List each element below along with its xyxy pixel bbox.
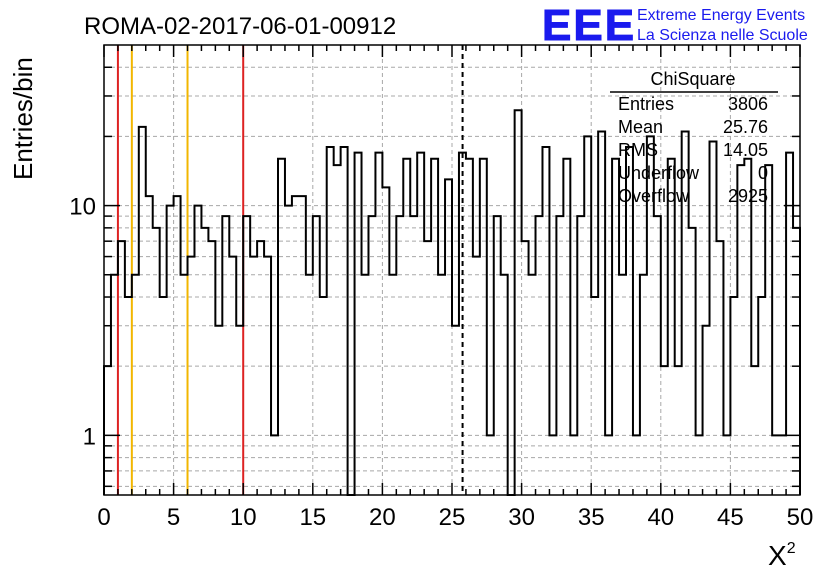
- stats-label-rms: RMS: [618, 140, 658, 160]
- x-tick-label: 40: [647, 504, 674, 531]
- run-title: ROMA-02-2017-06-01-00912: [84, 13, 396, 40]
- grid-lines: [104, 45, 800, 495]
- x-tick-label: 35: [578, 504, 605, 531]
- stats-label-entries: Entries: [618, 94, 674, 114]
- x-axis-label-superscript: 2: [787, 540, 796, 557]
- y-tick-label: 10: [69, 194, 96, 221]
- stats-value-underflow: 0: [758, 163, 768, 183]
- stats-label-mean: Mean: [618, 117, 663, 137]
- x-tick-label: 20: [369, 504, 396, 531]
- x-axis-label: X2: [768, 540, 796, 571]
- eee-logo: EEE: [542, 1, 636, 50]
- x-tick-label: 25: [439, 504, 466, 531]
- reference-lines: [116, 45, 464, 495]
- axis-tick-labels: 0 5 10 15 20 25 30 35 40 45 50 1 10: [69, 194, 813, 531]
- x-tick-label: 5: [167, 504, 180, 531]
- stats-value-overflow: 2925: [728, 186, 768, 206]
- x-axis-label-base: X: [768, 540, 787, 571]
- histogram-outline: [103, 109, 801, 496]
- stats-value-rms: 14.05: [723, 140, 768, 160]
- x-tick-label: 10: [230, 504, 257, 531]
- statistics-box: ChiSquare Entries 3806 Mean 25.76 RMS 14…: [610, 69, 778, 206]
- stats-title: ChiSquare: [650, 69, 735, 89]
- stats-value-entries: 3806: [728, 94, 768, 114]
- x-tick-label: 50: [787, 504, 814, 531]
- axis-ticks: [103, 45, 801, 495]
- y-tick-label: 1: [83, 423, 96, 450]
- x-tick-label: 45: [717, 504, 744, 531]
- brand-line-1: Extreme Energy Events: [637, 7, 805, 24]
- stats-label-underflow: Underflow: [618, 163, 700, 183]
- brand-line-2: La Scienza nelle Scuole: [637, 27, 808, 44]
- stats-value-mean: 25.76: [723, 117, 768, 137]
- x-tick-label: 0: [97, 504, 110, 531]
- x-tick-label: 30: [508, 504, 535, 531]
- y-axis-label: Entries/bin: [8, 57, 38, 180]
- stats-label-overflow: Overflow: [618, 186, 690, 206]
- x-tick-label: 15: [299, 504, 326, 531]
